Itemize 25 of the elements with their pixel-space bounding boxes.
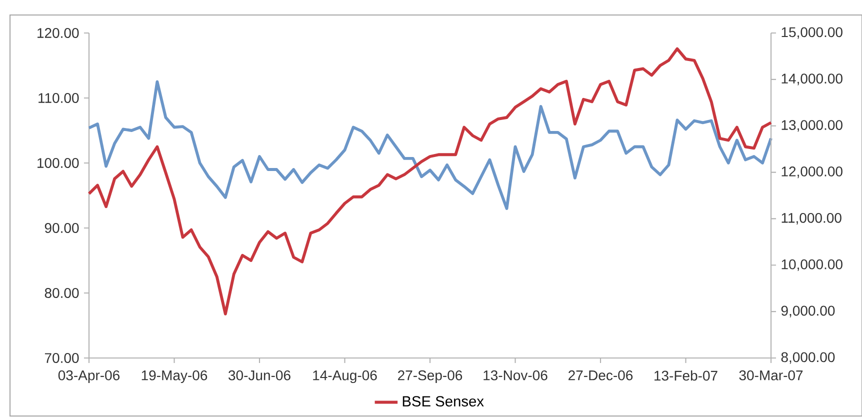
y-tick-label: 120.00 xyxy=(38,28,79,38)
x-tick-label: 13-Nov-06 xyxy=(484,370,548,380)
y2-tick-label: 14,000.00 xyxy=(782,74,842,86)
x-tick-label: 19-May-06 xyxy=(142,370,208,384)
x-tick-label: 03-Apr-06 xyxy=(58,370,120,384)
y2-tick-label: 8,000.00 xyxy=(781,352,835,364)
x-tick-label: 27-Sep-06 xyxy=(398,370,462,384)
y-tick-label: 80.00 xyxy=(44,288,79,298)
y-tick-label: 90.00 xyxy=(44,223,79,233)
y-tick-label: 70.00 xyxy=(44,353,79,363)
y2-tick-label: 12,000.00 xyxy=(782,166,842,178)
x-tick-label: 14-Aug-06 xyxy=(313,370,377,384)
y-tick-label: 100.00 xyxy=(38,158,79,168)
y2-tick-label: 15,000.00 xyxy=(782,27,842,39)
x-tick-label: 27-Dec-06 xyxy=(568,370,633,380)
x-tick-label: 30-Jun-06 xyxy=(228,370,290,380)
y2-tick-label: 9,000.00 xyxy=(781,306,835,318)
y2-tick-label: 13,000.00 xyxy=(782,120,842,132)
legend-label: BSE Sensex xyxy=(402,396,484,406)
line-series xyxy=(88,80,772,210)
y2-tick-label: 11,000.00 xyxy=(782,212,842,225)
y-tick-label: 110.00 xyxy=(38,93,79,103)
x-tick-label: 30-Mar-07 xyxy=(739,370,803,380)
y2-tick-label: 10,000.00 xyxy=(782,259,842,271)
x-tick-label: 13-Feb-07 xyxy=(654,370,718,381)
